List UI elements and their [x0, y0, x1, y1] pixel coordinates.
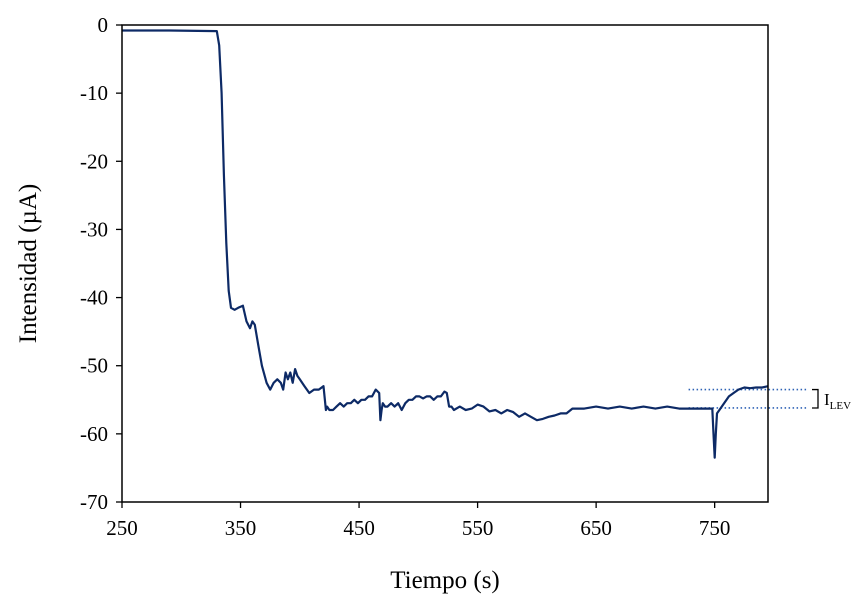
y-tick-label: -10: [80, 81, 108, 105]
y-tick-label: -70: [80, 490, 108, 514]
x-tick-label: 250: [106, 516, 138, 540]
y-tick-label: -30: [80, 217, 108, 241]
y-tick-label: 0: [98, 13, 109, 37]
x-tick-label: 750: [699, 516, 731, 540]
x-tick-label: 550: [462, 516, 494, 540]
x-tick-label: 350: [225, 516, 257, 540]
x-tick-label: 650: [580, 516, 612, 540]
reference-lines: [688, 388, 808, 409]
i-lev-bracket: ILEV: [812, 388, 851, 412]
plot-area-frame: [121, 24, 769, 503]
x-axis-tick-labels: 250 350 450 550 650 750: [106, 516, 730, 540]
y-axis-ticks: [116, 24, 122, 503]
y-tick-label: -40: [80, 286, 108, 310]
y-tick-label: -60: [80, 422, 108, 446]
y-axis-title: Intensidad (µA): [15, 184, 42, 344]
bracket-mark: [812, 388, 819, 409]
series-line: [122, 29, 769, 459]
y-tick-label: -20: [80, 149, 108, 173]
y-tick-label: -50: [80, 354, 108, 378]
i-lev-label: ILEV: [824, 390, 851, 412]
x-axis-title: Tiempo (s): [390, 567, 500, 594]
x-tick-label: 450: [343, 516, 375, 540]
x-axis-ticks: [121, 502, 716, 508]
y-axis-tick-labels: 0 -10 -20 -30 -40 -50 -60 -70: [80, 13, 108, 514]
